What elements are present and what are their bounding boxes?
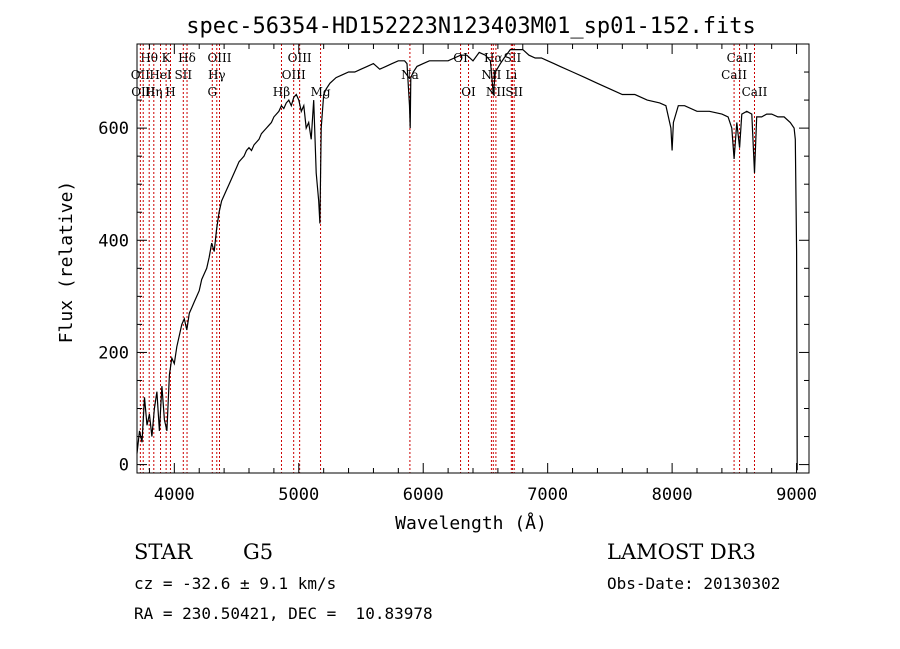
line-marker-label-7: SII — [174, 68, 192, 82]
x-tick-label-1: 5000 — [278, 485, 319, 505]
line-marker-label-12: Hβ — [273, 85, 290, 99]
line-marker-label-19: Hα — [484, 51, 503, 65]
y-tick-label-0: 0 — [119, 456, 129, 476]
line-marker-label-16: Na — [401, 68, 419, 82]
survey-name: LAMOST DR3 — [607, 540, 756, 564]
line-marker-label-1: OII — [131, 68, 151, 82]
line-marker-label-17: OI — [453, 51, 468, 65]
plot-frame — [136, 43, 810, 474]
line-marker-label-10: Hγ — [208, 68, 226, 82]
line-marker-label-21: NII — [486, 85, 506, 99]
x-tick-label-4: 8000 — [652, 485, 693, 505]
line-marker-label-23: Li — [505, 68, 517, 82]
line-marker-label-6: H — [165, 85, 175, 99]
y-axis-label: Flux (relative) — [56, 181, 77, 344]
redshift-cz: cz = -32.6 ± 9.1 km/s — [134, 574, 337, 593]
x-axis-label: Wavelength (Å) — [395, 512, 547, 534]
line-marker-label-4: Hη — [145, 85, 163, 99]
x-tick-label-3: 7000 — [527, 485, 568, 505]
x-tick-label-0: 4000 — [154, 485, 195, 505]
line-marker-label-3: HeI — [149, 68, 172, 82]
axis-ticks: 4000 5000 6000 7000 8000 9000 0 200 400 600 — [98, 44, 817, 505]
line-marker-label-11: G — [207, 85, 217, 99]
line-marker-label-13: OIII — [288, 51, 312, 65]
line-marker-label-25: CaII — [727, 51, 753, 65]
observation-date: Obs-Date: 20130302 — [607, 574, 781, 593]
y-tick-label-2: 400 — [98, 231, 129, 251]
line-marker-label-27: CaII — [742, 85, 768, 99]
line-marker-label-22: SII — [504, 51, 522, 65]
object-subclass: G5 — [243, 540, 274, 564]
x-tick-label-2: 6000 — [403, 485, 444, 505]
coordinates: RA = 230.50421, DEC = 10.83978 — [134, 604, 433, 623]
line-marker-label-5: K — [162, 51, 172, 65]
line-marker-label-24: SII — [505, 85, 523, 99]
line-marker-label-8: Hδ — [178, 51, 196, 65]
spectrum-line — [136, 49, 798, 471]
y-tick-label-3: 600 — [98, 119, 129, 139]
line-marker-label-26: CaII — [721, 68, 747, 82]
x-tick-label-5: 9000 — [776, 485, 817, 505]
line-marker-label-18: OI — [461, 85, 476, 99]
line-marker-label-14: OIII — [282, 68, 306, 82]
line-marker-label-9: OIII — [207, 51, 231, 65]
y-tick-label-1: 200 — [98, 343, 129, 363]
object-type: STAR — [134, 540, 193, 564]
chart-title: spec-56354-HD152223N123403M01_sp01-152.f… — [186, 14, 756, 39]
